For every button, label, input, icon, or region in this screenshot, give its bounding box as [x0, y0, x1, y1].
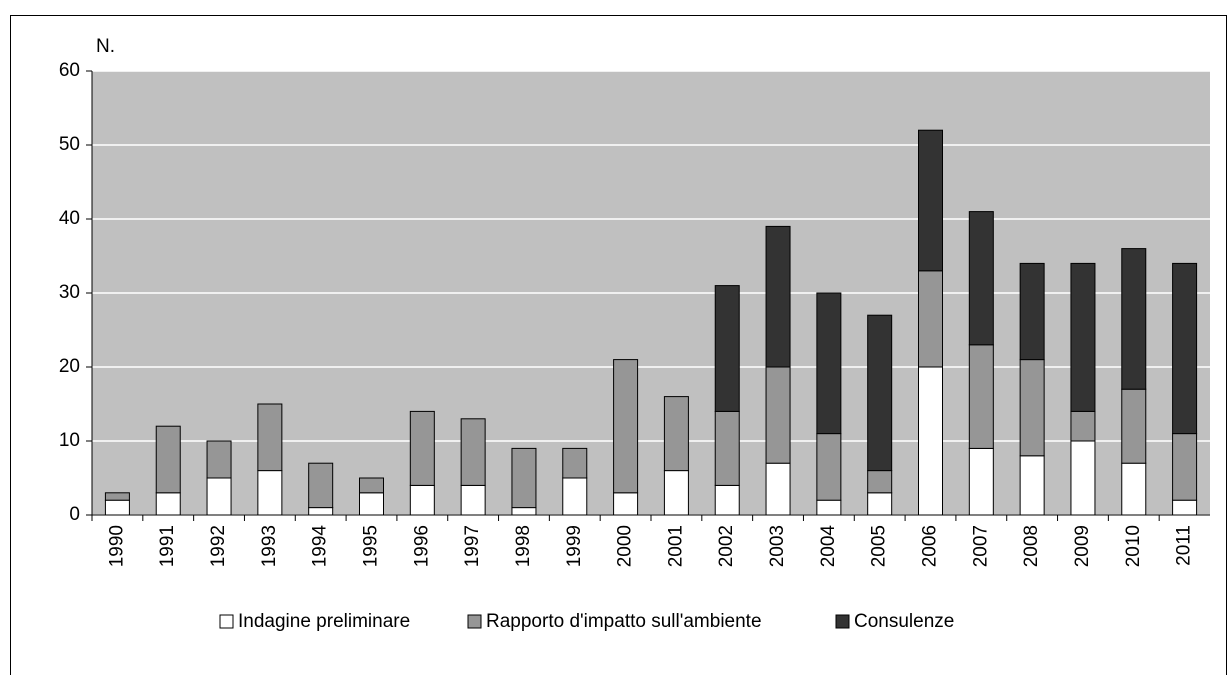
- legend-label: Consulenze: [854, 611, 954, 632]
- bar-segment: [1121, 388, 1147, 464]
- bar-segment: [765, 225, 791, 368]
- bar-segment: [714, 285, 740, 412]
- y-tick-label: 10: [59, 430, 80, 451]
- bar-segment: [1121, 248, 1147, 390]
- x-tick-label: 1997: [462, 525, 483, 567]
- y-axis-label: N.: [96, 36, 115, 57]
- bar-segment: [765, 462, 791, 516]
- y-tick-label: 30: [59, 282, 80, 303]
- x-tick-label: 2007: [970, 525, 991, 567]
- bar-segment: [663, 470, 689, 516]
- y-tick-label: 50: [59, 134, 80, 155]
- legend-swatch: [219, 614, 234, 629]
- bar-segment: [308, 507, 334, 516]
- x-tick-label: 2006: [920, 525, 941, 567]
- bar-segment: [1172, 499, 1198, 516]
- bar-segment: [1019, 262, 1045, 361]
- bar-segment: [1172, 433, 1198, 501]
- bar-segment: [1070, 440, 1096, 516]
- frame: [10, 15, 1227, 675]
- bar-segment: [1019, 455, 1045, 516]
- y-tick-label: 20: [59, 356, 80, 377]
- bar-segment: [409, 484, 435, 516]
- x-tick-label: 2001: [665, 525, 686, 567]
- bar-segment: [155, 492, 181, 516]
- y-tick-label: 0: [69, 504, 80, 525]
- bar-segment: [460, 418, 486, 486]
- bar-segment: [206, 477, 232, 516]
- bar-segment: [1070, 410, 1096, 442]
- bar-segment: [359, 492, 384, 516]
- bar-segment: [308, 462, 334, 509]
- bar-segment: [409, 410, 435, 486]
- bar-segment: [663, 396, 689, 472]
- bar-segment: [867, 314, 893, 472]
- x-tick-label: 2002: [716, 525, 737, 567]
- bar-segment: [765, 366, 791, 464]
- bar-segment: [104, 492, 130, 501]
- x-tick-label: 1996: [411, 525, 432, 567]
- bar-segment: [867, 492, 893, 516]
- bar-segment: [867, 470, 893, 494]
- bar-segment: [918, 129, 943, 272]
- bar-segment: [1019, 359, 1045, 457]
- bar-segment: [968, 447, 994, 516]
- bar-segment: [1121, 462, 1147, 516]
- x-tick-label: 1992: [208, 525, 229, 567]
- x-tick-label: 2003: [767, 525, 788, 567]
- x-tick-label: 2000: [615, 525, 636, 567]
- legend-label: Rapporto d'impatto sull'ambiente: [486, 611, 762, 632]
- bar-segment: [155, 425, 181, 494]
- x-tick-label: 1999: [564, 525, 585, 567]
- bar-segment: [562, 447, 588, 479]
- x-tick-label: 2011: [1174, 525, 1195, 566]
- bar-segment: [1172, 262, 1198, 435]
- legend-swatch: [467, 614, 482, 629]
- bar-segment: [511, 447, 537, 509]
- x-tick-label: 2010: [1123, 525, 1144, 567]
- bar-segment: [1070, 262, 1096, 412]
- bar-segment: [359, 477, 384, 494]
- y-tick-label: 40: [59, 208, 80, 229]
- x-tick-label: 2009: [1072, 525, 1093, 567]
- bar-segment: [968, 344, 994, 449]
- bar-segment: [816, 499, 842, 516]
- bar-segment: [816, 292, 842, 435]
- x-tick-label: 2008: [1021, 525, 1042, 567]
- bar-segment: [918, 270, 943, 368]
- bar-segment: [613, 359, 639, 494]
- x-tick-label: 1993: [259, 525, 280, 567]
- bar-segment: [918, 366, 943, 516]
- bar-segment: [104, 499, 130, 516]
- x-tick-label: 1990: [106, 525, 127, 567]
- x-tick-label: 1994: [310, 525, 331, 568]
- bar-segment: [460, 484, 486, 516]
- bar-segment: [613, 492, 639, 516]
- legend-swatch: [835, 614, 850, 629]
- bar-segment: [206, 440, 232, 479]
- bar-segment: [257, 470, 283, 516]
- x-tick-label: 1998: [513, 525, 534, 567]
- x-tick-label: 1991: [157, 525, 178, 567]
- x-tick-label: 2004: [818, 525, 839, 568]
- y-tick-label: 60: [59, 60, 80, 81]
- bar-segment: [714, 410, 740, 486]
- x-tick-label: 2005: [869, 525, 890, 567]
- bar-segment: [816, 433, 842, 501]
- bar-segment: [511, 507, 537, 516]
- legend-label: Indagine preliminare: [238, 611, 410, 632]
- bar-segment: [562, 477, 588, 516]
- bar-segment: [968, 211, 994, 346]
- bar-segment: [257, 403, 283, 472]
- bar-segment: [714, 484, 740, 516]
- x-tick-label: 1995: [361, 525, 382, 567]
